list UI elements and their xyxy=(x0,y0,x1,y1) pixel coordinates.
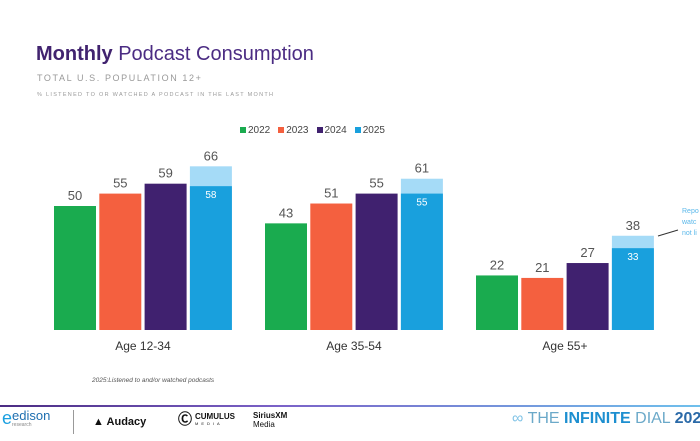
bar-chart: 50 55 59 58 66 Age 12-34 43 51 55 55 61 Age 35-54 22… xyxy=(54,148,679,353)
category-label: Age 55+ xyxy=(542,339,587,353)
chart-subtitle-2: % LISTENED TO OR WATCHED A PODCAST IN TH… xyxy=(37,92,275,98)
annotation-line xyxy=(657,229,679,237)
bar xyxy=(355,193,398,330)
infinity-icon: ∞ xyxy=(512,410,524,427)
edison-mark-icon: e xyxy=(2,408,13,428)
audacy-logo: ▲ Audacy xyxy=(93,416,147,428)
footer-divider xyxy=(0,405,700,407)
footnote: 2025:Listened to and/or watched podcasts xyxy=(92,377,215,384)
bar-value-label: 38 xyxy=(626,218,640,233)
bar-inner xyxy=(189,186,232,330)
bar xyxy=(521,277,564,330)
infinite-dial-logo: ∞ THE INFINITE DIAL 202 xyxy=(512,410,700,427)
divider xyxy=(73,410,74,434)
bar-value-label: 27 xyxy=(580,245,594,260)
bar-value-label: 55 xyxy=(113,176,127,191)
bar-value-label: 21 xyxy=(535,260,549,275)
bar-value-label: 55 xyxy=(369,176,383,191)
chart-subtitle: TOTAL U.S. POPULATION 12+ xyxy=(37,73,203,83)
bar-inner-label: 58 xyxy=(205,190,217,201)
cumulus-mark-icon: Ⓒ xyxy=(178,411,192,427)
legend-item: 2025 xyxy=(354,125,385,136)
bar-inner-label: 55 xyxy=(416,198,428,209)
bar-inner xyxy=(611,248,654,330)
annotation: Repo watc not li xyxy=(682,208,699,237)
cumulus-logo: Ⓒ CUMULUS MEDIA xyxy=(178,411,235,427)
legend-item: 2022 xyxy=(240,125,270,136)
bar xyxy=(265,223,307,330)
legend-swatch xyxy=(316,127,323,133)
edison-logo: e edison research xyxy=(2,408,51,428)
bar xyxy=(144,183,187,330)
siriusxm-logo: SiriusXM Media xyxy=(253,411,288,429)
category-label: Age 35-54 xyxy=(326,339,382,353)
legend-item: 2023 xyxy=(278,125,309,136)
bar xyxy=(310,203,353,330)
bar-value-label: 43 xyxy=(279,205,293,220)
bar xyxy=(476,275,518,330)
legend-item: 2024 xyxy=(316,125,347,136)
bar-value-label: 66 xyxy=(204,148,218,163)
legend-label: 2023 xyxy=(286,125,309,136)
bar-inner-label: 33 xyxy=(627,252,639,263)
legend-label: 2024 xyxy=(324,125,347,136)
bar xyxy=(99,193,142,330)
legend-swatch xyxy=(240,127,246,133)
bar-value-label: 59 xyxy=(158,166,172,181)
bar-inner xyxy=(400,193,443,330)
legend-label: 2022 xyxy=(248,125,271,136)
bar xyxy=(54,206,96,330)
bar-value-label: 50 xyxy=(68,188,82,203)
bar-value-label: 61 xyxy=(415,161,429,176)
legend-label: 2025 xyxy=(362,125,385,136)
bar xyxy=(566,263,609,330)
legend: 2022 2023 2024 2025 xyxy=(240,125,385,136)
category-label: Age 12-34 xyxy=(115,339,171,353)
bar-value-label: 22 xyxy=(490,257,504,272)
legend-swatch xyxy=(354,127,361,133)
bar-value-label: 51 xyxy=(324,186,338,201)
legend-swatch xyxy=(278,127,285,133)
chart-title: Monthly Podcast Consumption xyxy=(36,43,314,65)
